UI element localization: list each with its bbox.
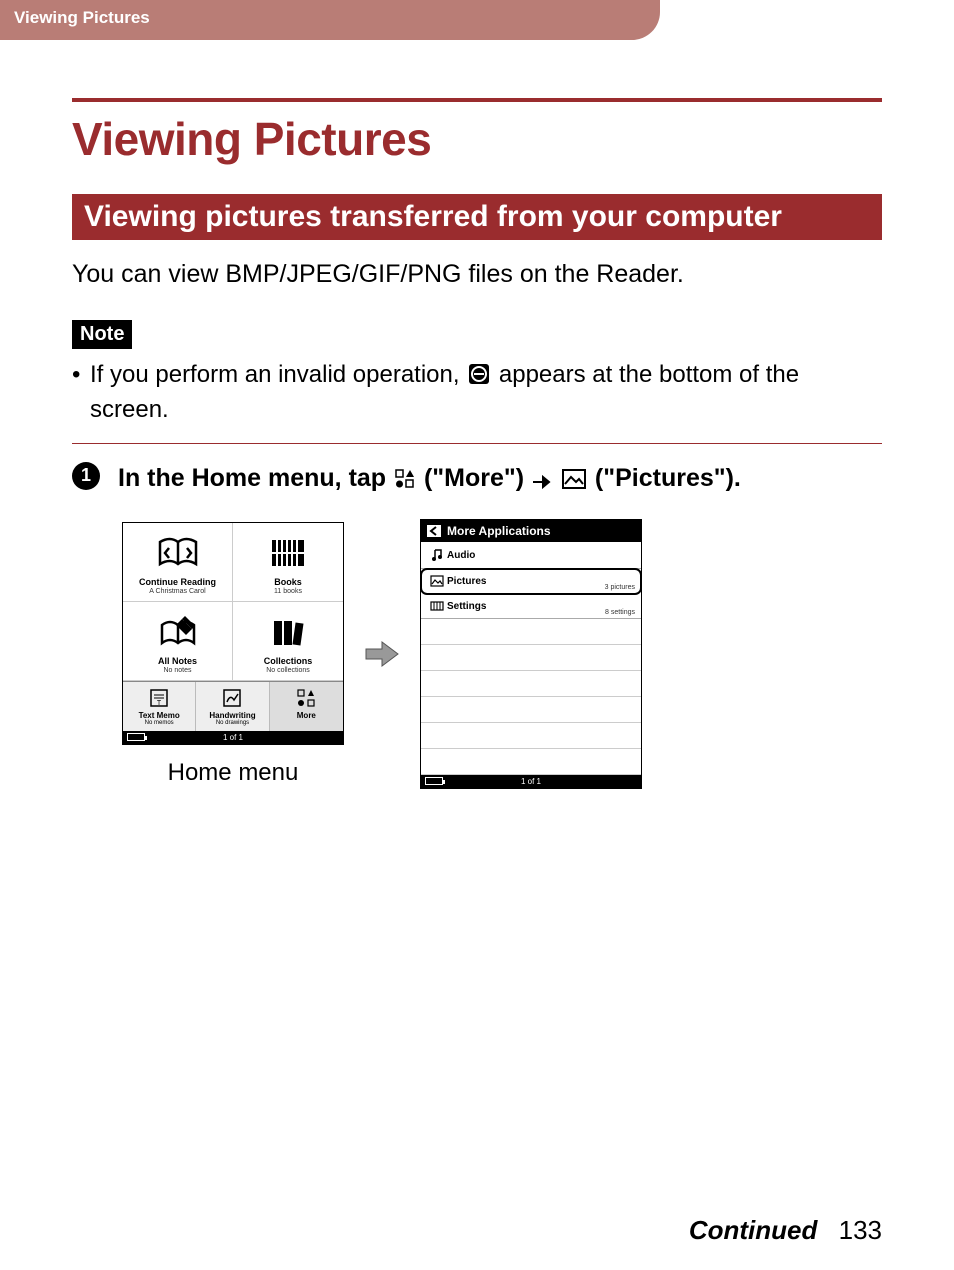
screenshot-row: Continue Reading A Christmas Carol Books… (122, 519, 882, 789)
horizontal-rule (72, 98, 882, 102)
toolbar-text-memo: T Text Memo No memos (123, 682, 196, 731)
home-cell-continue-reading: Continue Reading A Christmas Carol (123, 523, 233, 602)
home-menu-caption: Home menu (168, 759, 299, 787)
open-book-arrows-icon (127, 533, 228, 573)
toolbar-sub: No drawings (198, 720, 266, 726)
battery-icon (425, 777, 443, 785)
toolbar-sub: No memos (125, 720, 193, 726)
more-apps-status-bar: 1 of 1 (421, 775, 641, 788)
home-toolbar: T Text Memo No memos Handwriting No draw… (123, 681, 343, 731)
back-icon (427, 525, 441, 537)
more-icon (395, 465, 415, 498)
home-menu-column: Continue Reading A Christmas Carol Books… (122, 522, 344, 787)
home-cell-sub: 11 books (237, 588, 339, 595)
step-more-label: ("More") (424, 464, 531, 492)
page-footer: Continued 133 (689, 1215, 882, 1246)
more-apps-header: More Applications (421, 520, 641, 542)
toolbar-handwriting: Handwriting No drawings (196, 682, 269, 731)
handwriting-icon (198, 687, 266, 709)
home-cell-books: Books 11 books (233, 523, 343, 602)
page-number: 133 (839, 1215, 882, 1245)
arrow-right-icon (533, 465, 551, 498)
step-text-a: In the Home menu, tap (118, 464, 393, 492)
home-cell-label: Books (237, 577, 339, 587)
toolbar-more: More (270, 682, 343, 731)
more-apps-screenshot: More Applications Audio Pictures 3 pictu… (420, 519, 642, 789)
home-menu-screenshot: Continue Reading A Christmas Carol Books… (122, 522, 344, 745)
section-subtitle: Viewing pictures transferred from your c… (72, 194, 882, 240)
note-badge: Note (72, 320, 132, 349)
home-cell-collections: Collections No collections (233, 602, 343, 681)
settings-icon (427, 600, 447, 612)
step-number-badge: 1 (72, 462, 100, 490)
home-status-text: 1 of 1 (223, 733, 243, 742)
breadcrumb-bar: Viewing Pictures (0, 0, 660, 40)
home-cell-sub: No collections (237, 667, 339, 674)
row-label: Audio (447, 550, 635, 561)
breadcrumb-text: Viewing Pictures (14, 8, 150, 27)
bookshelf-icon (237, 533, 339, 573)
home-cell-label: Collections (237, 656, 339, 666)
invalid-operation-icon (468, 362, 490, 394)
text-memo-icon: T (125, 687, 193, 709)
step-1: 1 In the Home menu, tap ("More") ("Pictu… (72, 462, 882, 498)
note-text-before: If you perform an invalid operation, (90, 361, 466, 388)
more-shapes-icon (272, 687, 341, 709)
step-pictures-label: ("Pictures"). (595, 464, 741, 492)
more-apps-empty-rows (421, 619, 641, 775)
toolbar-label: More (272, 711, 341, 720)
toolbar-label: Handwriting (198, 711, 266, 720)
arrow-right-block (362, 639, 402, 669)
pictures-small-icon (427, 575, 447, 587)
intro-text: You can view BMP/JPEG/GIF/PNG files on t… (72, 258, 882, 292)
home-cell-all-notes: All Notes No notes (123, 602, 233, 681)
continued-label: Continued (689, 1215, 818, 1245)
notes-pencil-icon (127, 612, 228, 652)
audio-icon (427, 548, 447, 562)
home-status-bar: 1 of 1 (123, 731, 343, 744)
home-cell-sub: No notes (127, 667, 228, 674)
divider (72, 443, 882, 444)
more-apps-column: More Applications Audio Pictures 3 pictu… (420, 519, 642, 789)
arrow-right-large-icon (364, 639, 400, 669)
more-apps-status-text: 1 of 1 (521, 777, 541, 786)
toolbar-label: Text Memo (125, 711, 193, 720)
bullet-dot: • (72, 359, 90, 427)
svg-text:T: T (157, 700, 162, 707)
home-cell-sub: A Christmas Carol (127, 588, 228, 595)
books-stack-icon (237, 612, 339, 652)
home-cell-label: All Notes (127, 656, 228, 666)
more-apps-row-pictures: Pictures 3 pictures (421, 569, 641, 594)
pictures-icon (562, 465, 586, 498)
step-instruction: In the Home menu, tap ("More") ("Picture… (118, 462, 741, 498)
row-count: 8 settings (605, 609, 635, 616)
battery-icon (127, 733, 145, 741)
note-bullet: • If you perform an invalid operation, a… (72, 359, 882, 427)
more-apps-row-audio: Audio (421, 542, 641, 569)
more-apps-row-settings: Settings 8 settings (421, 594, 641, 619)
home-cell-label: Continue Reading (127, 577, 228, 587)
note-text: If you perform an invalid operation, app… (90, 359, 882, 427)
row-count: 3 pictures (605, 584, 635, 591)
page-title: Viewing Pictures (72, 112, 882, 166)
more-apps-title: More Applications (447, 524, 551, 538)
